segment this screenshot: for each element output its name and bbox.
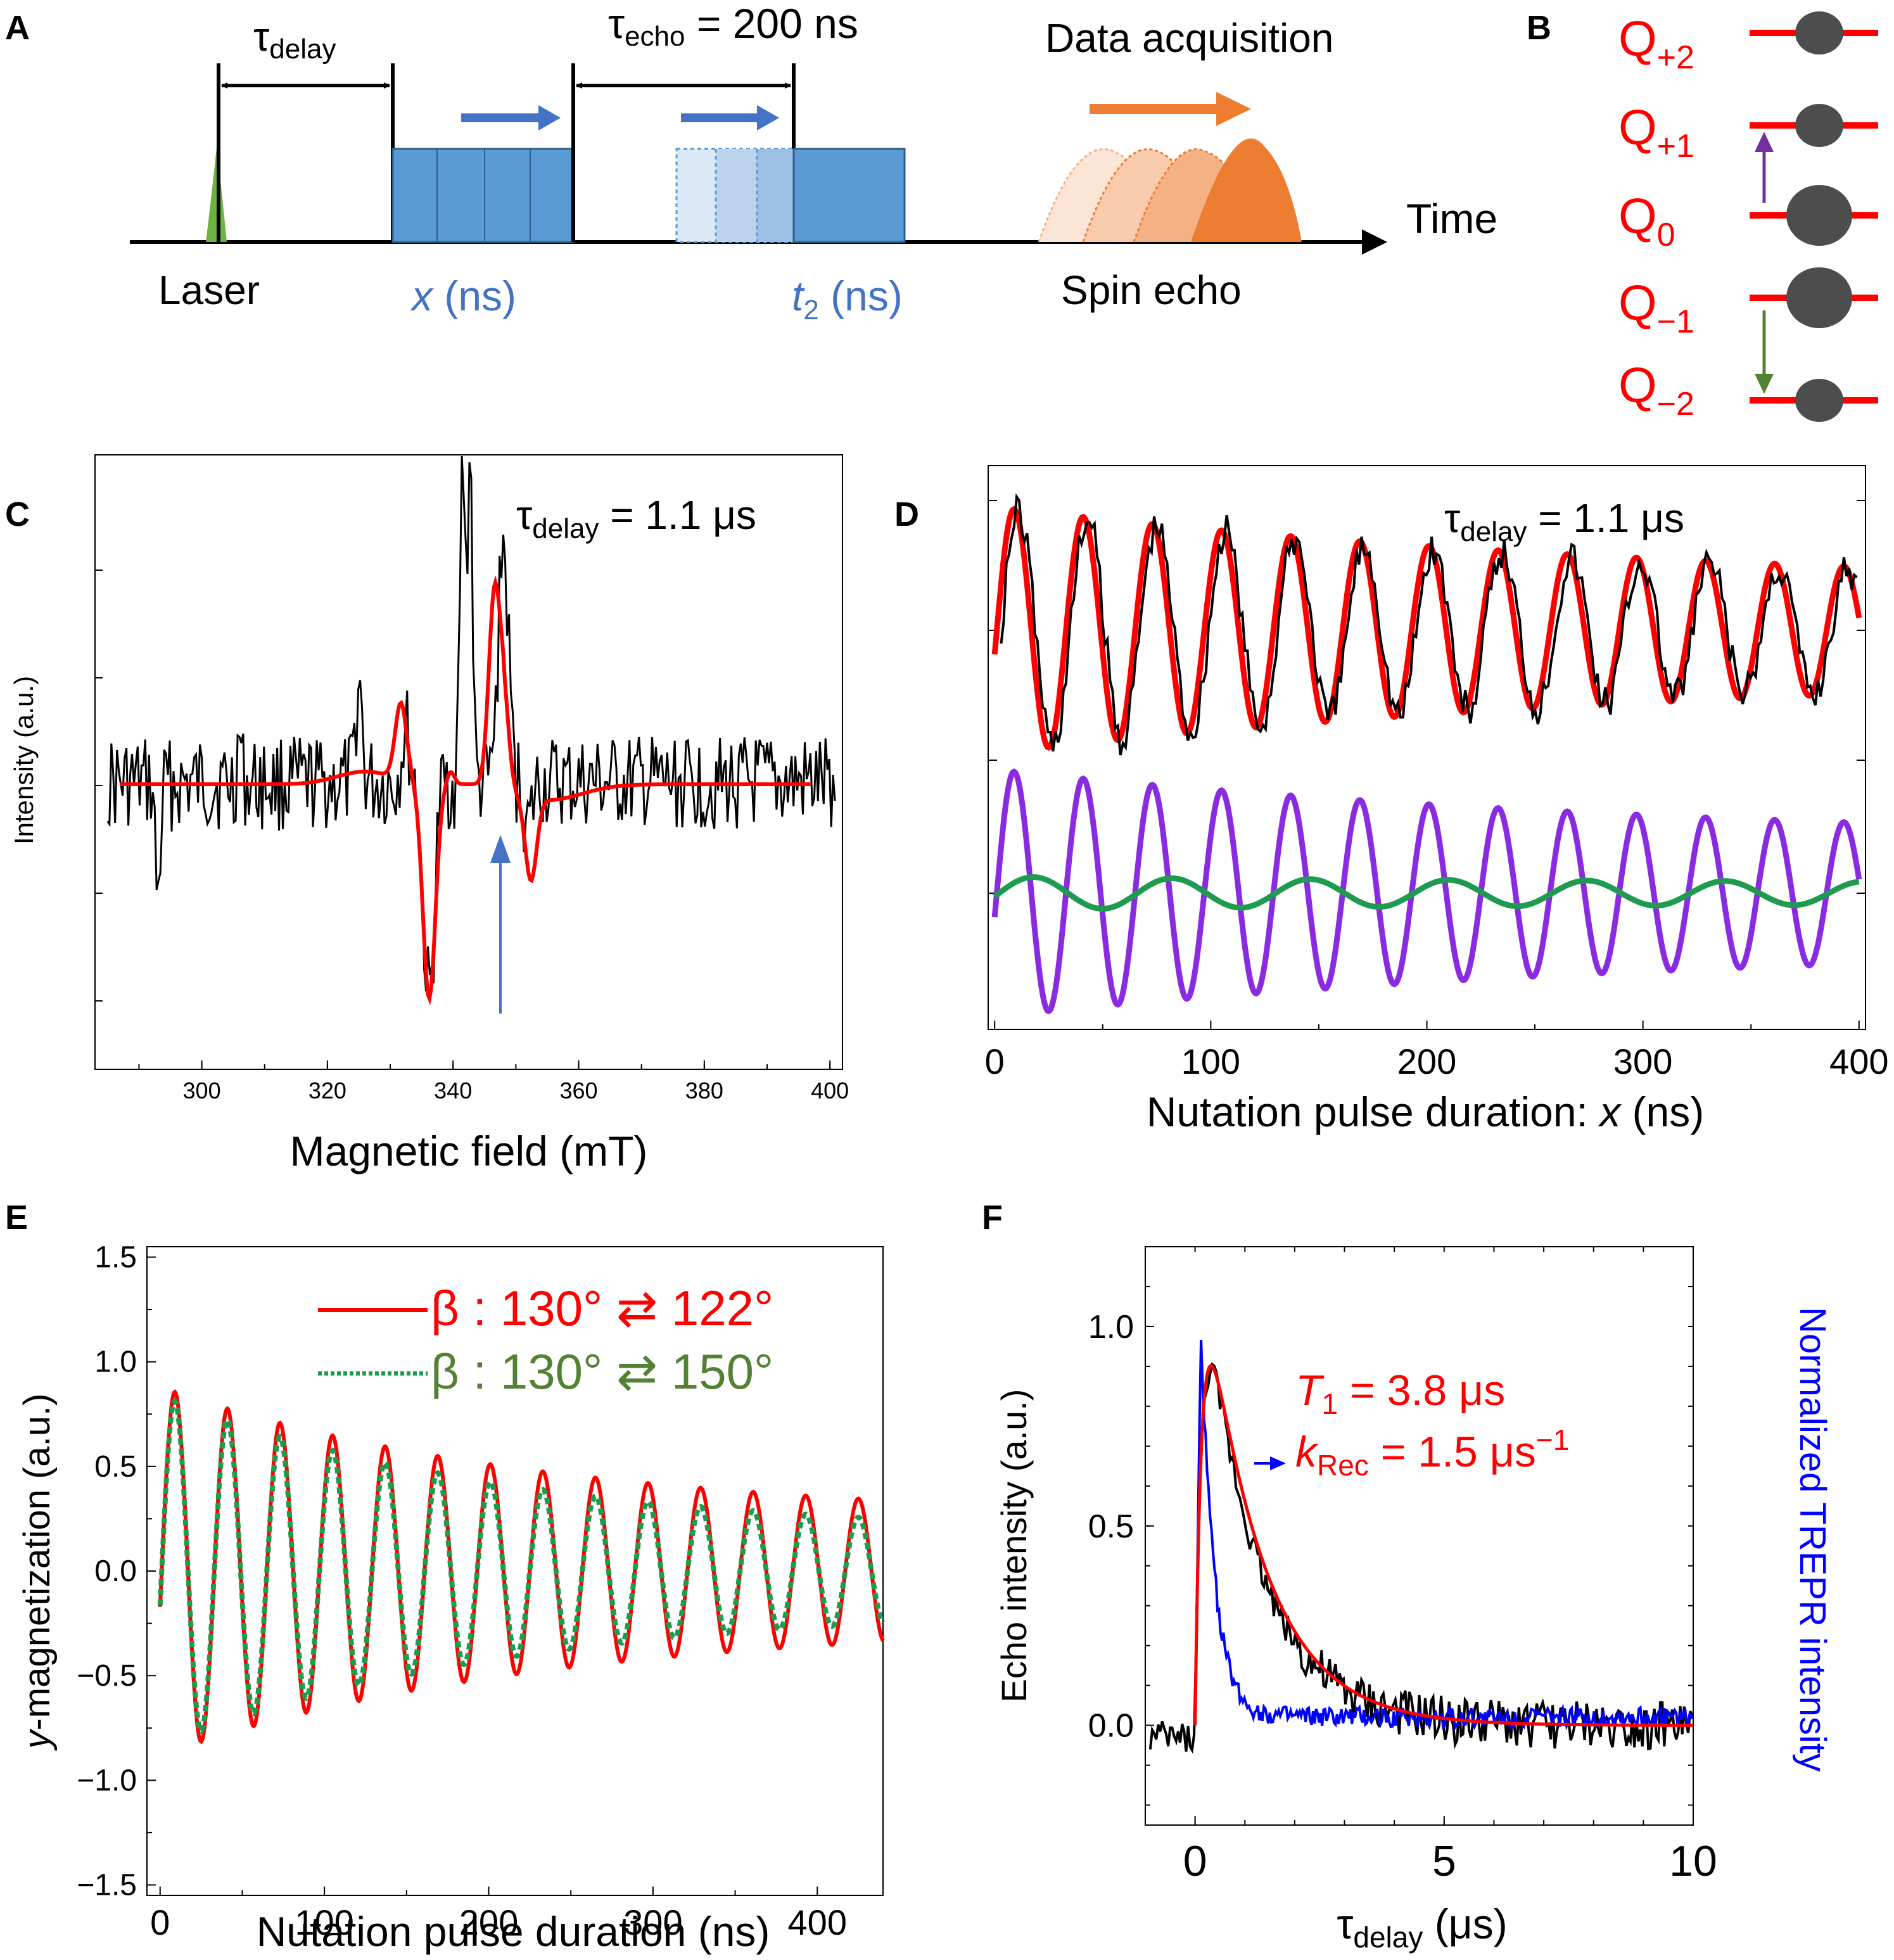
experimental-spectrum-line: [106, 455, 836, 991]
x-tick-label: 380: [685, 1078, 723, 1104]
population-dot: [1786, 267, 1852, 328]
level-label-q0: Q0: [1618, 188, 1675, 253]
y-tick-label: 0.0: [94, 1555, 137, 1588]
panel-d-nutation: 0 100 200 300 400 τdelay = 1.1 μs Nutati…: [985, 465, 1888, 1135]
t2-arrowhead: [757, 105, 779, 130]
t1-annotation: T1 = 3.8 μs: [1295, 1366, 1505, 1420]
series-line-150: [157, 1397, 886, 1734]
upward-arrowhead: [1755, 132, 1774, 152]
y-axis-label-right-f: Normalized TREPR intensity: [1792, 1307, 1833, 1772]
x-arrowhead: [538, 105, 561, 130]
y-tick-label: 0.5: [94, 1450, 137, 1484]
x-tick-label: 300: [623, 1902, 682, 1942]
y-axis-label-e: y-magnetization (a.u.): [16, 1394, 58, 1752]
tau-delay-annotation-c: τdelay = 1.1 μs: [516, 492, 756, 544]
population-dot: [1795, 379, 1843, 422]
echo-intensity-line: [1148, 1362, 1694, 1754]
x-tick-label: 360: [559, 1078, 597, 1104]
panel-f-decay: 0 5 10 1.0 0.5 0.0 T1 = 3.8 μs kRec = 1.…: [994, 1246, 1833, 1954]
simulated-spectrum-line: [120, 575, 811, 1006]
y-tick-label: 0.0: [1088, 1708, 1134, 1745]
x-tick-label: 340: [434, 1078, 472, 1104]
panel-a-pulse-sequence: Time Laser τdelay x (ns) τecho = 200 ns …: [130, 0, 1497, 326]
x-tick-label: 0: [1183, 1837, 1207, 1885]
fit-curve-f: [1193, 1364, 1693, 1727]
y-tick-label: −1.5: [77, 1868, 137, 1902]
y-tick-label: −0.5: [77, 1659, 137, 1693]
tau-echo-label: τecho = 200 ns: [608, 0, 858, 52]
t2-label: t2 (ns): [792, 272, 903, 326]
x-axis-label-f: τdelay (μs): [1337, 1900, 1507, 1954]
panel-label-e: E: [5, 1199, 28, 1237]
spin-echo-shape: [1191, 138, 1302, 242]
nutation-pulse-block: [391, 148, 575, 243]
x-tick-label: 200: [1397, 1041, 1456, 1081]
t2-ghost-pulse: [757, 149, 794, 242]
x-tick-label: 0: [150, 1902, 170, 1942]
panel-label-d: D: [894, 495, 919, 533]
panel-label-f: F: [982, 1199, 1003, 1237]
simulated-curve-purple: [991, 768, 1862, 1015]
y-tick-label: 1.0: [94, 1346, 137, 1379]
y-tick-label: 1.5: [94, 1241, 137, 1275]
x-tick-label: 0: [985, 1041, 1005, 1081]
plot-frame-f: [1145, 1246, 1694, 1826]
fit-curve-red: [991, 506, 1862, 751]
laser-label: Laser: [158, 267, 260, 313]
t2-pulse-block: [792, 148, 906, 243]
y-tick-label: 1.0: [1088, 1309, 1134, 1346]
tau-delay-label: τdelay: [253, 14, 336, 65]
x-tick-label: 400: [811, 1078, 849, 1104]
tau-delay-annotation-d: τdelay = 1.1 μs: [1444, 495, 1684, 547]
level-label-q+1: Q+1: [1618, 99, 1694, 165]
x-tick-label: 10: [1669, 1837, 1717, 1885]
level-label-q+2: Q+2: [1618, 11, 1694, 76]
axis-pointer-arrowhead: [1270, 1456, 1286, 1470]
plot-frame-c: [94, 454, 843, 1070]
panel-label-b: B: [1527, 9, 1551, 47]
level-label-q-1: Q−1: [1618, 275, 1694, 340]
time-label: Time: [1406, 195, 1497, 242]
trepr-intensity-line: [1193, 1340, 1694, 1731]
panel-b-energy-levels: Q+2 Q+1 Q0 Q−1 Q−2: [1618, 11, 1878, 423]
level-label-q-2: Q−2: [1618, 357, 1694, 423]
krec-annotation: kRec = 1.5 μs−1: [1295, 1423, 1569, 1482]
legend-label-150: β : 130° ⇄ 150°: [431, 1344, 773, 1399]
population-dot: [1795, 104, 1843, 147]
panel-label-c: C: [5, 495, 30, 533]
x-tick-label: 300: [1613, 1041, 1672, 1081]
x-tick-label: 100: [295, 1902, 353, 1942]
y-axis-label-c: Intensity (a.u.): [9, 676, 39, 844]
experimental-curve-black: [1000, 493, 1858, 756]
x-axis-label-c: Magnetic field (mT): [290, 1128, 648, 1174]
population-dot: [1786, 185, 1852, 246]
panel-label-a: A: [5, 9, 30, 47]
y-axis-label-f: Echo intensity (a.u.): [994, 1389, 1034, 1703]
y-tick-label: −1.0: [77, 1764, 137, 1797]
x-tick-label: 320: [308, 1078, 346, 1104]
x-tick-label: 100: [1181, 1041, 1240, 1081]
acquisition-arrowhead: [1216, 92, 1251, 126]
x-tick-label: 5: [1432, 1837, 1456, 1885]
y-tick-label: 0.5: [1088, 1508, 1134, 1545]
downward-arrowhead: [1755, 374, 1774, 394]
data-acquisition-label: Data acquisition: [1045, 15, 1333, 61]
spin-echo-label: Spin echo: [1061, 267, 1242, 313]
time-axis-arrowhead: [1362, 229, 1387, 255]
laser-pulse: [206, 147, 227, 242]
x-axis-label-d: Nutation pulse duration: x (ns): [1147, 1088, 1704, 1135]
x-tick-label: 400: [1829, 1041, 1888, 1081]
simulated-curve-green: [993, 874, 1860, 912]
x-axis-label-e: Nutation pulse duration (ns): [257, 1908, 770, 1955]
x-tick-label: 300: [183, 1078, 221, 1104]
population-dot: [1795, 11, 1843, 54]
panel-e-simulation: 0 100 200 300 400 1.5 1.0 0.5 0.0 −0.5 −…: [16, 1241, 886, 1955]
legend-label-122: β : 130° ⇄ 122°: [431, 1280, 773, 1336]
x-tick-label: 400: [788, 1902, 847, 1942]
panel-c-spectrum: 300 320 340 360 380 400 τdelay = 1.1 μs …: [9, 454, 849, 1174]
x-label: x (ns): [410, 272, 516, 319]
x-tick-label: 200: [459, 1902, 518, 1942]
field-marker-arrowhead: [490, 835, 511, 863]
